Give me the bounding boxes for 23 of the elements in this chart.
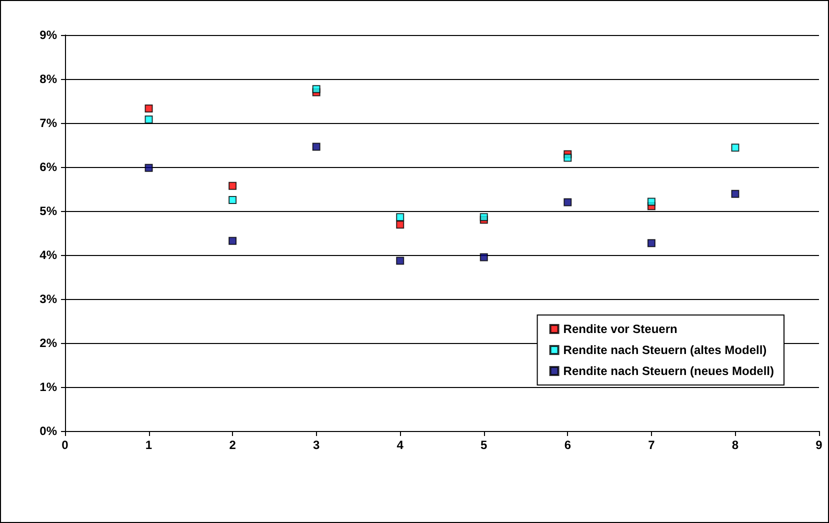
legend-label: Rendite nach Steuern (neues Modell): [563, 364, 774, 378]
legend-label: Rendite vor Steuern: [563, 322, 678, 336]
y-tick-label: 3%: [40, 292, 58, 306]
x-tick-label: 3: [312, 438, 320, 452]
x-tick-label: 9: [816, 438, 823, 452]
legend-label: Rendite nach Steuern (altes Modell): [563, 343, 767, 357]
x-tick-label: 5: [480, 438, 488, 452]
x-tick-label: 4: [396, 438, 404, 452]
y-tick-label: 9%: [40, 28, 58, 42]
y-tick-label: 8%: [40, 72, 58, 86]
x-tick-label: 8: [732, 438, 739, 452]
x-tick-label: 2: [229, 438, 236, 452]
y-tick-label: 7%: [40, 116, 58, 130]
x-tick-label: 6: [564, 438, 572, 452]
y-tick-label: 5%: [40, 204, 58, 218]
x-tick-label: 7: [648, 438, 656, 452]
y-tick-label: 4%: [40, 248, 58, 262]
x-tick-label: 1: [145, 438, 152, 452]
y-tick-label: 2%: [40, 336, 58, 350]
y-tick-label: 0%: [40, 424, 58, 438]
y-tick-label: 1%: [40, 380, 58, 394]
x-tick-label: 0: [62, 438, 69, 452]
y-tick-label: 6%: [40, 160, 58, 174]
